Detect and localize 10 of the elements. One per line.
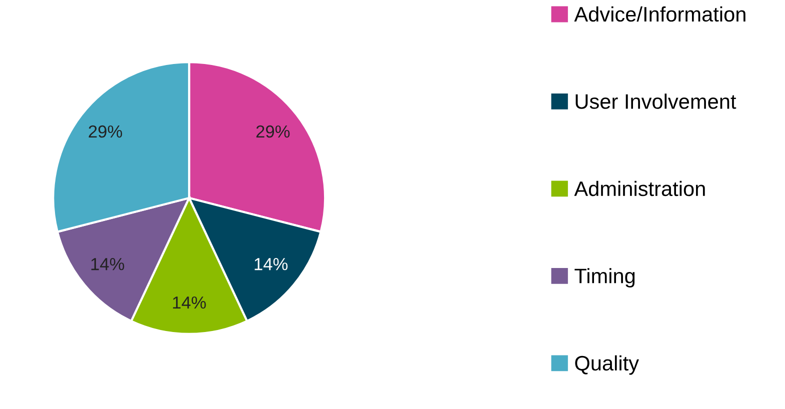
- data-label: 14%: [254, 258, 288, 270]
- legend-label: Timing: [574, 268, 635, 288]
- legend-label: Quality: [575, 355, 639, 375]
- data-label: 14%: [91, 258, 124, 270]
- data-label: 14%: [173, 296, 206, 309]
- legend-label: User Involvement: [576, 94, 736, 109]
- data-label: 29%: [88, 125, 122, 138]
- legend-label: Advice/Information: [574, 6, 746, 22]
- legend-label: Administration: [574, 180, 705, 196]
- data-label: 29%: [256, 125, 290, 138]
